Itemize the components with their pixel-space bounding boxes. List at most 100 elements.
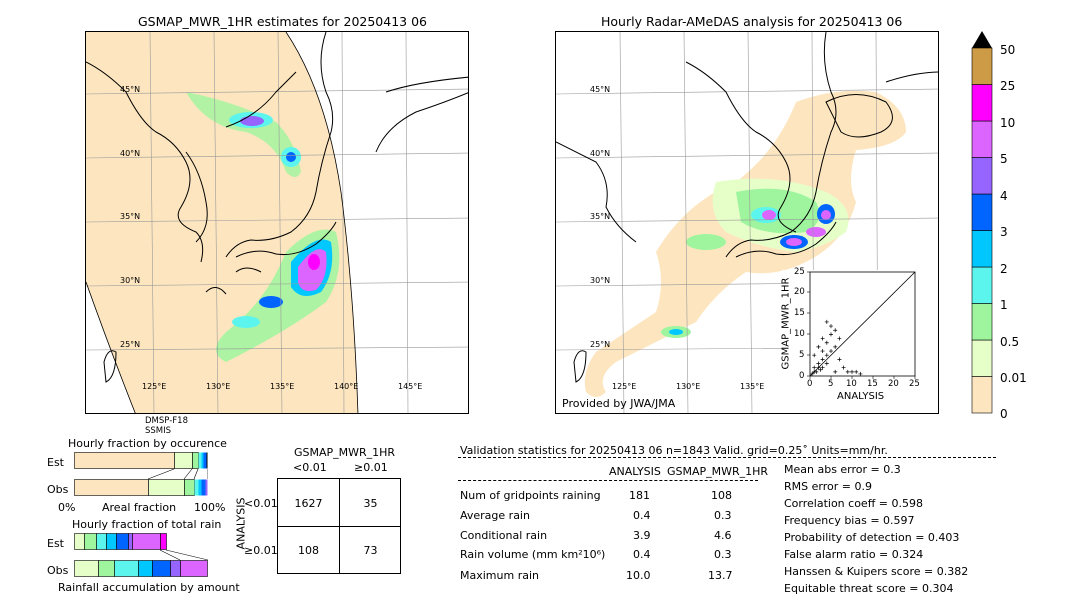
score-hk: Hanssen & Kuipers score = 0.382 (784, 565, 969, 578)
scatter-xtick-0: 0 (807, 379, 813, 389)
scatter-point (814, 369, 819, 374)
scatter-point (820, 357, 825, 362)
colorbar-swatch (971, 120, 993, 158)
colorbar-swatch (971, 47, 993, 85)
occurrence-title: Hourly fraction by occurence (68, 437, 227, 450)
colorbar-swatch (971, 339, 993, 377)
scatter-point (818, 367, 823, 372)
scatter-point (829, 324, 833, 329)
scatter-point (816, 365, 821, 370)
left-lon-145: 145°E (398, 382, 423, 391)
scatter-ytick-25: 25 (794, 267, 805, 277)
colorbar-label-50: 50 (1000, 43, 1016, 57)
left-lon-130: 130°E (206, 382, 231, 391)
scatter-point (812, 365, 817, 370)
scatter-xtick-5: 5 (828, 379, 834, 389)
scatter-point (858, 371, 863, 376)
scatter-point (829, 349, 833, 354)
stat-analysis-average: 0.4 (633, 509, 651, 522)
left-map-svg (86, 32, 468, 413)
colorbar-label-1: 1 (1000, 298, 1008, 312)
scatter-point (837, 336, 842, 341)
occurrence-est-bar (74, 452, 208, 469)
stat-analysis-conditional: 3.9 (633, 529, 651, 542)
colorbar-label-001: 0.01 (1000, 371, 1027, 385)
colorbar-label-25: 25 (1000, 79, 1016, 93)
right-lat-30: 30°N (590, 276, 611, 285)
score-far: False alarm ratio = 0.324 (784, 548, 924, 561)
total-rain-obs-label: Obs (47, 564, 69, 577)
colorbar-label-2: 2 (1000, 262, 1008, 276)
contingency-row-1: <0.01 (244, 497, 278, 510)
left-lon-135: 135°E (270, 382, 295, 391)
colorbar-label-3: 3 (1000, 225, 1008, 239)
stat-label-volume: Rain volume (mm km²10⁶) (460, 548, 606, 561)
scatter-ylabel: GSMAP_MWR_1HR (780, 277, 792, 370)
colorbar-swatch (971, 376, 993, 414)
scatter-point (820, 365, 825, 370)
colorbar-swatch (971, 157, 993, 195)
scatter-inset: 0 5 10 15 20 25 0 5 10 15 20 25 ANALYSIS… (780, 267, 938, 413)
contingency-row-2: ≥0.01 (244, 544, 278, 557)
left-lat-45: 45°N (120, 85, 141, 94)
contingency-cell-21: 108 (298, 544, 319, 557)
stat-analysis-volume: 0.4 (633, 548, 651, 561)
score-frequency-bias: Frequency bias = 0.597 (784, 514, 915, 527)
scatter-point (820, 336, 825, 341)
right-lon-130: 130°E (676, 382, 701, 391)
colorbar-svg (971, 31, 993, 414)
validation-table-rule (458, 480, 758, 481)
stat-analysis-maximum: 10.0 (626, 569, 651, 582)
stat-gsmap-conditional: 4.6 (714, 529, 732, 542)
left-map: 45°N 40°N 35°N 30°N 25°N 125°E 130°E 135… (85, 31, 469, 414)
contingency-col-1: <0.01 (293, 461, 327, 474)
left-map-title: GSMAP_MWR_1HR estimates for 20250413 06 (138, 14, 427, 29)
occurrence-obs-bar (74, 479, 208, 496)
stat-gsmap-volume: 0.3 (714, 548, 732, 561)
scatter-point (824, 361, 829, 366)
contingency-table: 1627 35 108 73 (277, 478, 401, 574)
scatter-xtick-20: 20 (888, 379, 899, 389)
scatter-point (841, 365, 846, 370)
scatter-point (824, 319, 829, 324)
scatter-point (833, 369, 838, 374)
scatter-ytick-15: 15 (794, 308, 805, 318)
right-lon-135: 135°E (740, 382, 765, 391)
scatter-point (845, 369, 850, 374)
colorbar-swatch (971, 193, 993, 231)
score-correlation: Correlation coeff = 0.598 (784, 497, 923, 510)
scatter-ytick-5: 5 (799, 350, 805, 360)
validation-header: Validation statistics for 20250413 06 n=… (460, 444, 888, 457)
scatter-point (854, 369, 859, 374)
left-lat-30: 30°N (120, 276, 141, 285)
contingency-title: GSMAP_MWR_1HR (294, 446, 396, 459)
right-lat-40: 40°N (590, 149, 611, 158)
sensor-label-1: DMSP-F18 (145, 416, 188, 426)
left-lon-140: 140°E (334, 382, 359, 391)
scatter-xtick-10: 10 (846, 379, 857, 389)
scatter-point (850, 369, 854, 374)
contingency-cell-11: 1627 (294, 497, 323, 510)
right-map: 45°N 40°N 35°N 30°N 25°N 125°E 130°E 135… (555, 31, 939, 414)
scatter-xlabel: ANALYSIS (837, 391, 885, 402)
scatter-ytick-10: 10 (794, 329, 805, 339)
contingency-col-2: ≥0.01 (354, 461, 388, 474)
total-rain-xlabel: Rainfall accumulation by amount (58, 581, 240, 594)
stat-gsmap-gridpoints: 108 (711, 489, 732, 502)
colorbar-label-05: 0.5 (1000, 335, 1020, 349)
score-pod: Probability of detection = 0.403 (784, 531, 960, 544)
right-map-title: Hourly Radar-AMeDAS analysis for 2025041… (601, 14, 903, 29)
validation-header-rule (458, 457, 996, 458)
scatter-point (816, 361, 821, 366)
validation-col-gsmap: GSMAP_MWR_1HR (667, 465, 769, 478)
scatter-svg (807, 271, 916, 379)
scatter-point (829, 332, 833, 337)
scatter-point (824, 353, 829, 358)
sensor-label-2: SSMIS (145, 426, 172, 436)
occurrence-est-label: Est (47, 456, 64, 469)
scatter-ytick-0: 0 (799, 371, 805, 381)
scatter-point (816, 344, 821, 349)
scatter-point (833, 344, 838, 349)
stat-label-average: Average rain (460, 509, 530, 522)
scatter-point (837, 357, 842, 362)
